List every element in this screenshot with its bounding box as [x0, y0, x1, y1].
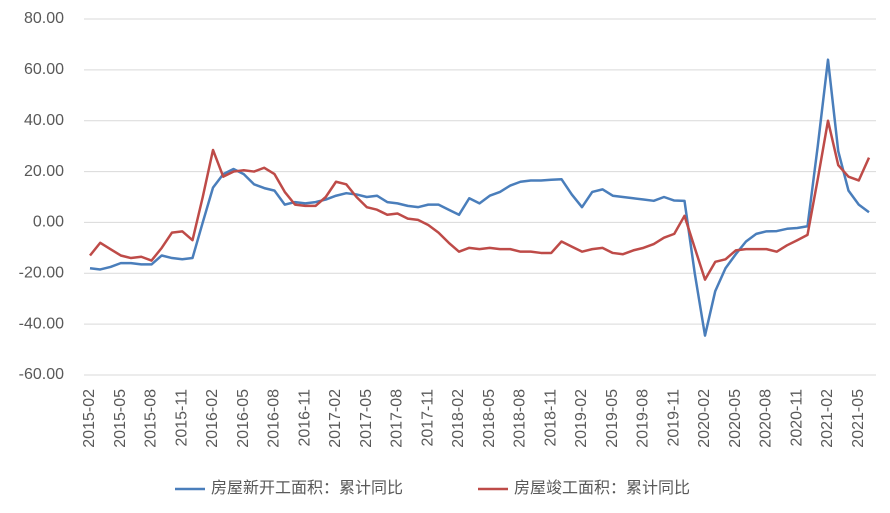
- x-tick-label: 2018-05: [481, 389, 498, 448]
- x-tick-label: 2016-05: [235, 389, 252, 448]
- x-tick-label: 2015-11: [173, 389, 190, 447]
- legend-label: 房屋竣工面积：累计同比: [514, 479, 690, 497]
- y-tick-label: -20.00: [19, 265, 64, 282]
- x-tick-label: 2019-05: [604, 389, 621, 448]
- y-tick-label: 20.00: [24, 163, 64, 180]
- x-tick-label: 2019-02: [573, 389, 590, 448]
- x-tick-label: 2017-05: [358, 389, 375, 448]
- legend-label: 房屋新开工面积：累计同比: [211, 479, 403, 497]
- x-tick-label: 2015-05: [112, 389, 129, 448]
- x-tick-label: 2020-08: [758, 389, 775, 448]
- x-tick-label: 2018-02: [450, 389, 467, 448]
- x-tick-label: 2018-08: [512, 389, 529, 448]
- x-tick-label: 2020-05: [727, 389, 744, 448]
- x-tick-label: 2019-11: [665, 389, 682, 447]
- x-tick-label: 2016-11: [296, 389, 313, 447]
- x-tick-label: 2017-02: [327, 389, 344, 448]
- x-tick-label: 2020-02: [696, 389, 713, 448]
- x-tick-label: 2017-11: [419, 389, 436, 447]
- x-tick-label: 2016-02: [204, 389, 221, 448]
- x-tick-label: 2015-08: [143, 389, 160, 448]
- x-tick-label: 2016-08: [266, 389, 283, 448]
- y-tick-label: 40.00: [24, 112, 64, 129]
- x-tick-label: 2020-11: [788, 389, 805, 447]
- series-line: [89, 119, 871, 281]
- series-line: [89, 58, 870, 337]
- y-tick-label: -60.00: [19, 366, 64, 383]
- y-tick-label: 60.00: [24, 61, 64, 78]
- x-tick-label: 2017-08: [389, 389, 406, 448]
- x-tick-label: 2015-02: [81, 389, 98, 448]
- x-tick-label: 2018-11: [542, 389, 559, 447]
- x-tick-label: 2021-05: [850, 389, 867, 448]
- x-tick-label: 2021-02: [819, 389, 836, 448]
- x-tick-label: 2019-08: [635, 389, 652, 448]
- y-tick-label: 0.00: [33, 214, 64, 231]
- y-tick-label: 80.00: [24, 10, 64, 27]
- y-tick-label: -40.00: [19, 315, 64, 332]
